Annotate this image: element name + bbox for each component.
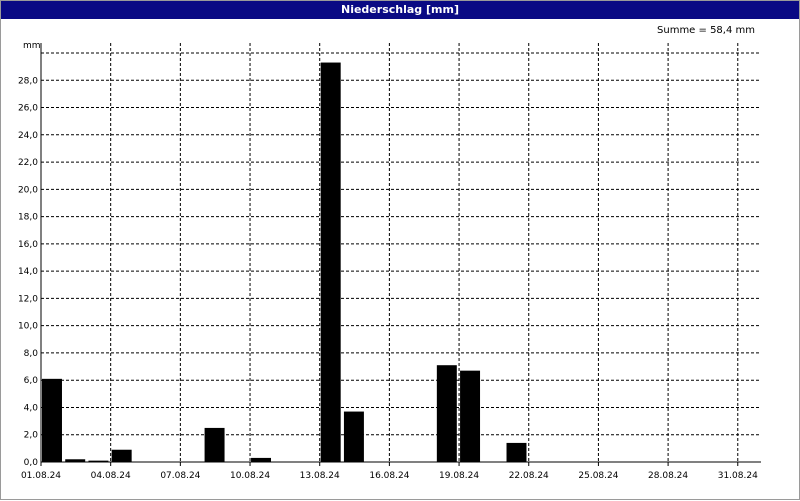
y-tick-label: 4,0	[24, 403, 39, 413]
y-tick-label: 10,0	[18, 322, 38, 332]
y-tick-label: 14,0	[18, 267, 38, 277]
x-tick-label: 16.08.24	[369, 471, 409, 481]
bar	[251, 457, 272, 462]
x-tick-label: 10.08.24	[230, 471, 270, 481]
bar	[65, 459, 86, 462]
x-tick-label: 25.08.24	[578, 471, 618, 481]
sum-label: Summe = 58,4 mm	[657, 25, 755, 36]
bar	[460, 370, 481, 462]
y-tick-label: 20,0	[18, 185, 38, 195]
y-tick-label: 0,0	[24, 458, 39, 468]
bar	[88, 460, 109, 462]
y-tick-label: 22,0	[18, 158, 38, 168]
bar	[42, 378, 62, 462]
y-tick-label: 24,0	[18, 131, 38, 141]
bar	[343, 411, 364, 462]
bar	[506, 442, 527, 462]
x-tick-label: 07.08.24	[160, 471, 200, 481]
x-tick-label: 13.08.24	[300, 471, 340, 481]
plot-area	[41, 53, 761, 462]
y-tick-label: 28,0	[18, 76, 38, 86]
y-tick-label: 16,0	[18, 240, 38, 250]
bar	[111, 449, 132, 462]
x-tick-label: 28.08.24	[648, 471, 688, 481]
bar	[320, 62, 341, 462]
x-tick-label: 04.08.24	[91, 471, 131, 481]
bar	[204, 427, 225, 462]
y-tick-label: 26,0	[18, 104, 38, 114]
x-tick-label: 31.08.24	[718, 471, 758, 481]
x-tick-label: 01.08.24	[21, 471, 61, 481]
y-tick-label: 6,0	[24, 376, 39, 386]
y-tick-label: 18,0	[18, 213, 38, 223]
bar	[436, 365, 457, 462]
y-tick-label: 12,0	[18, 294, 38, 304]
x-tick-label: 22.08.24	[509, 471, 549, 481]
x-tick-label: 19.08.24	[439, 471, 479, 481]
y-tick-label: 2,0	[24, 431, 39, 441]
y-axis-label: mm	[23, 41, 41, 51]
y-tick-label: 8,0	[24, 349, 39, 359]
window-title: Niederschlag [mm]	[1, 1, 799, 19]
